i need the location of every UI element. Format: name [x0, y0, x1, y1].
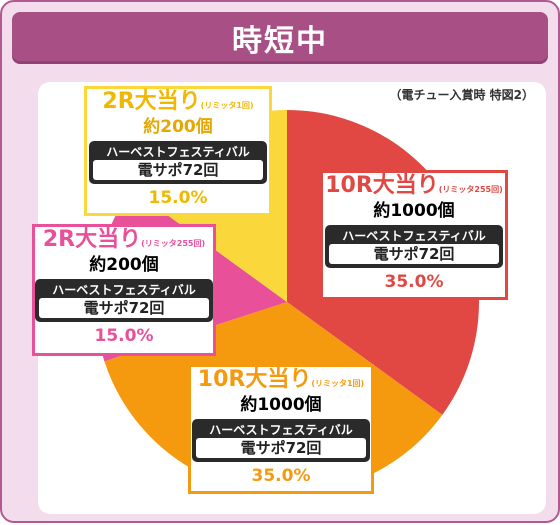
subtitle-note: （電チュー入賞時 特図2）	[389, 88, 534, 102]
slice-prize: 約200個	[143, 117, 213, 137]
slice-label-box: 2R大当り(リミッタ1回) 約200個 ハーベストフェスティバル 電サポ72回 …	[84, 86, 272, 216]
slice-detail: ハーベストフェスティバル 電サポ72回	[325, 225, 503, 268]
slice-detail-line1: ハーベストフェスティバル	[209, 423, 353, 437]
slice-detail: ハーベストフェスティバル 電サポ72回	[89, 141, 267, 184]
header-bar: 時短中	[12, 12, 548, 64]
slice-prize: 約1000個	[373, 201, 455, 221]
slice-label-box: 10R大当り(リミッタ255回) 約1000個 ハーベストフェスティバル 電サポ…	[320, 170, 508, 300]
slice-title: 2R大当り(リミッタ1回)	[102, 89, 254, 114]
slice-percent: 15.0%	[94, 326, 154, 346]
slice-detail: ハーベストフェスティバル 電サポ72回	[35, 279, 213, 322]
slice-detail-line1: ハーベストフェスティバル	[342, 229, 486, 243]
slice-prize: 約1000個	[240, 395, 322, 415]
slice-detail-line2: 電サポ72回	[196, 438, 366, 458]
slice-detail-line2: 電サポ72回	[329, 244, 499, 264]
slice-detail-line2: 電サポ72回	[39, 298, 209, 318]
slice-label-box: 2R大当り(リミッタ255回) 約200個 ハーベストフェスティバル 電サポ72…	[32, 224, 216, 356]
slice-percent: 15.0%	[148, 188, 208, 208]
page-title: 時短中	[232, 24, 328, 59]
slice-title: 10R大当り(リミッタ1回)	[197, 367, 365, 392]
slice-percent: 35.0%	[384, 272, 444, 292]
slice-detail: ハーベストフェスティバル 電サポ72回	[192, 419, 370, 462]
slice-detail-line1: ハーベストフェスティバル	[52, 283, 196, 297]
slice-detail-line2: 電サポ72回	[93, 160, 263, 180]
slice-detail-line1: ハーベストフェスティバル	[106, 145, 250, 159]
slice-label-box: 10R大当り(リミッタ1回) 約1000個 ハーベストフェスティバル 電サポ72…	[188, 364, 374, 494]
slice-percent: 35.0%	[251, 466, 311, 486]
slice-prize: 約200個	[89, 255, 159, 275]
slice-title: 2R大当り(リミッタ255回)	[42, 227, 206, 252]
slice-title: 10R大当り(リミッタ255回)	[325, 173, 503, 198]
